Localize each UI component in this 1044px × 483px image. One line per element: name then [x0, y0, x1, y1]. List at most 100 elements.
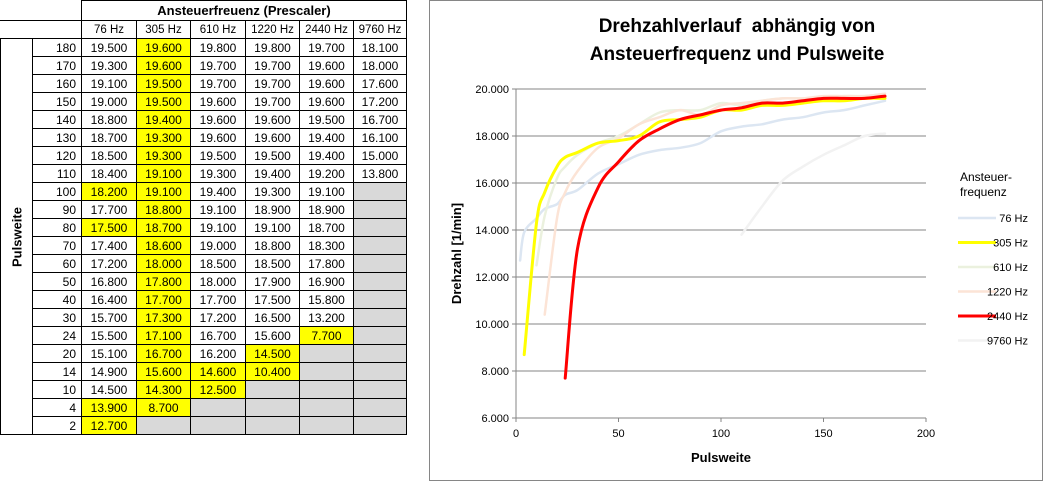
pulsweite-cell: 30	[32, 308, 82, 327]
table-row: 70 17.400 18.600 19.000 18.800 18.300	[1, 236, 407, 255]
rpm-cell: 19.400	[190, 182, 246, 201]
rpm-cell: 19.100	[81, 74, 137, 93]
table-row: 50 16.800 17.800 18.000 17.900 16.900	[1, 272, 407, 291]
corner-cell	[0, 20, 82, 39]
rpm-cell: 19.600	[190, 110, 246, 129]
rpm-cell: 17.800	[136, 272, 191, 291]
rpm-cell: 19.600	[245, 128, 300, 147]
table-row: 4 13.900 8.700	[1, 398, 407, 417]
legend-label: 9760 Hz	[987, 336, 1028, 348]
rpm-cell: 17.500	[81, 218, 137, 237]
rpm-cell: 19.500	[136, 92, 191, 111]
y-tick-label: 18.000	[475, 131, 509, 143]
rpm-cell: 19.500	[299, 110, 354, 129]
frequency-header: 9760 Hz	[353, 20, 407, 39]
table-row: 150 19.000 19.500 19.600 19.700 19.600 17.200	[1, 92, 407, 111]
rpm-cell: 19.700	[245, 74, 300, 93]
table-row: 2 12.700	[1, 416, 407, 435]
rpm-cell: 18.700	[299, 218, 354, 237]
rpm-cell: 19.400	[245, 164, 300, 183]
rpm-cell: 18.000	[136, 254, 191, 273]
frequency-header: 1220 Hz	[245, 20, 300, 39]
table-row: 170 19.300 19.600 19.700 19.700 19.600 18.000	[1, 56, 407, 75]
table-row: 14 14.900 15.600 14.600 10.400	[1, 362, 407, 381]
rpm-cell: 19.700	[190, 56, 246, 75]
rpm-cell: 18.400	[81, 164, 137, 183]
x-tick-label: 50	[612, 428, 624, 440]
y-tick-label: 6.000	[481, 413, 509, 425]
rpm-cell: 14.500	[245, 344, 300, 363]
rpm-cell: 15.700	[81, 308, 137, 327]
rpm-cell: 16.500	[245, 308, 300, 327]
table-row: 100 18.200 19.100 19.400 19.300 19.100	[1, 182, 407, 201]
rpm-cell: 18.500	[81, 146, 137, 165]
data-table-panel: Ansteuerfreuenz (Prescaler) 76 Hz 305 Hz 61…	[0, 0, 407, 483]
table-row: 90 17.700 18.800 19.100 18.900 18.900	[1, 200, 407, 219]
rpm-cell	[353, 380, 407, 399]
rpm-cell: 19.400	[299, 128, 354, 147]
pulsweite-cell: 130	[32, 128, 82, 147]
rpm-cell: 19.600	[136, 56, 191, 75]
rpm-cell	[353, 200, 407, 219]
rpm-cell: 15.600	[136, 362, 191, 381]
table-header-row: Ansteuerfreuenz (Prescaler)	[0, 0, 407, 21]
rpm-cell: 17.300	[136, 308, 191, 327]
table-row: 60 17.200 18.000 18.500 18.500 17.800	[1, 254, 407, 273]
rpm-cell	[245, 380, 300, 399]
pulsweite-cell: 140	[32, 110, 82, 129]
rpm-cell	[353, 236, 407, 255]
rpm-cell: 12.700	[81, 416, 137, 435]
rpm-cell	[299, 344, 354, 363]
rpm-cell: 18.800	[136, 200, 191, 219]
rpm-cell: 19.700	[245, 56, 300, 75]
rpm-cell	[353, 398, 407, 417]
rpm-cell	[353, 290, 407, 309]
legend-title: Ansteuer-	[960, 170, 1012, 184]
rpm-cell: 18.500	[245, 254, 300, 273]
rpm-cell: 13.200	[299, 308, 354, 327]
series-line-76-hz	[518, 99, 887, 262]
rpm-cell: 19.600	[190, 92, 246, 111]
pulsweite-cell: 24	[32, 326, 82, 345]
rpm-cell: 18.300	[299, 236, 354, 255]
rpm-cell: 19.500	[81, 38, 137, 57]
table-row: 10 14.500 14.300 12.500	[1, 380, 407, 399]
pulsweite-cell: 10	[32, 380, 82, 399]
rpm-cell: 14.300	[136, 380, 191, 399]
y-tick-label: 8.000	[481, 366, 509, 378]
legend-label: 2440 Hz	[987, 311, 1028, 323]
rpm-cell: 19.100	[299, 182, 354, 201]
frequency-header-row: 76 Hz 305 Hz 610 Hz 1220 Hz 2440 Hz 9760 Hz	[0, 20, 407, 39]
rpm-cell: 19.300	[136, 146, 191, 165]
rpm-cell	[245, 416, 300, 435]
chart-title-line: Ansteuerfrequenz und Pulsweite	[589, 44, 885, 65]
rpm-cell: 8.700	[136, 398, 191, 417]
rpm-cell: 18.000	[190, 272, 246, 291]
pulsweite-cell: 60	[32, 254, 82, 273]
rpm-cell: 19.800	[245, 38, 300, 57]
rpm-cell: 14.900	[81, 362, 137, 381]
rpm-cell: 19.100	[190, 218, 246, 237]
y-tick-label: 16.000	[475, 178, 509, 190]
table-row: 110 18.400 19.100 19.300 19.400 19.200 13.800	[1, 164, 407, 183]
table-row: Pulsweite 180 19.500 19.600 19.800 19.800 19.7…	[0, 38, 407, 435]
series-line-2440-hz	[563, 94, 887, 380]
rpm-cell: 15.800	[299, 290, 354, 309]
chart-title-line: Drehzahlverlauf abhängig von	[598, 16, 876, 37]
pulsweite-cell: 110	[32, 164, 82, 183]
rpm-cell	[245, 398, 300, 417]
table-row: 20 15.100 16.700 16.200 14.500	[1, 344, 407, 363]
rpm-cell: 17.600	[353, 74, 407, 93]
rpm-cell	[353, 326, 407, 345]
rpm-cell: 18.000	[353, 56, 407, 75]
rpm-cell: 16.100	[353, 128, 407, 147]
rpm-cell: 13.900	[81, 398, 137, 417]
pulsweite-row-label: Pulsweite	[0, 38, 33, 435]
rpm-cell: 7.700	[299, 326, 354, 345]
x-axis-label: Pulsweite	[691, 450, 751, 465]
rpm-cell	[353, 344, 407, 363]
y-tick-label: 20.000	[475, 84, 509, 96]
chart-panel: Drehzahlverlauf abhängig von Ansteuerfreq…	[429, 0, 1043, 481]
rpm-cell: 14.500	[81, 380, 137, 399]
rpm-cell: 19.700	[245, 92, 300, 111]
